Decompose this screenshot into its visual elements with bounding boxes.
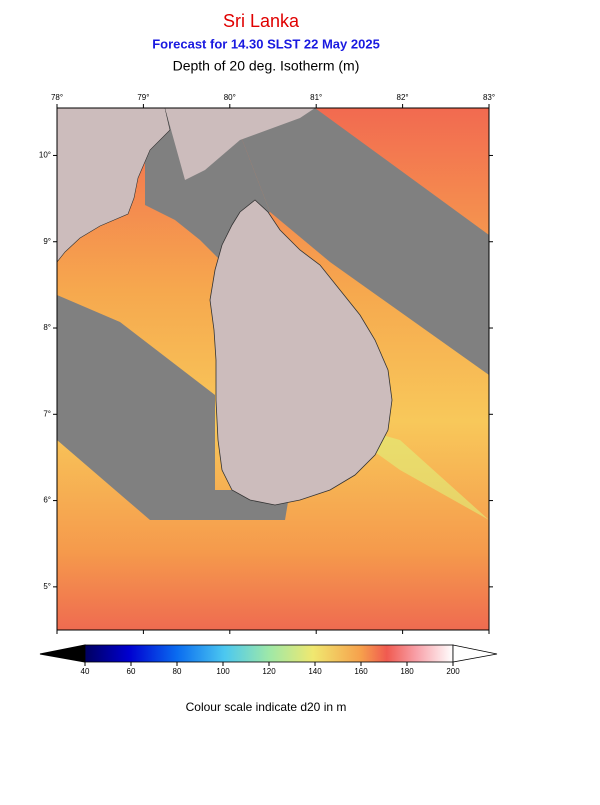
lat-label: 8° xyxy=(43,323,51,332)
colorbar-label: 180 xyxy=(400,667,414,676)
lon-label: 81° xyxy=(310,93,322,102)
colorbar-over xyxy=(452,644,498,663)
colorbar-label: 80 xyxy=(173,667,182,676)
colorbar-label: 200 xyxy=(446,667,460,676)
colorbar-under xyxy=(39,644,86,663)
colorbar-label: 60 xyxy=(127,667,136,676)
subtitle: Forecast for 14.30 SLST 22 May 2025 xyxy=(152,36,380,51)
no-data xyxy=(230,108,489,375)
colorbar-label: 160 xyxy=(354,667,368,676)
colorbar-label: 100 xyxy=(216,667,230,676)
colorbar-label: 40 xyxy=(81,667,90,676)
title: Sri Lanka xyxy=(223,11,300,31)
colorbar-label: 140 xyxy=(308,667,322,676)
lon-label: 80° xyxy=(224,93,236,102)
lon-label: 82° xyxy=(397,93,409,102)
colorbar xyxy=(84,644,454,663)
colorbar-caption: Colour scale indicate d20 in m xyxy=(186,700,347,714)
lon-label: 79° xyxy=(137,93,149,102)
axes: 78° 79° 80° 81° 82° 83° 5° 6° 7° 8° 9° 10° 40 60 80 100… xyxy=(39,93,495,676)
map-frame xyxy=(56,107,490,631)
lon-label: 78° xyxy=(51,93,63,102)
colorbar-label: 120 xyxy=(262,667,276,676)
no-data xyxy=(57,295,215,520)
lon-label: 83° xyxy=(483,93,495,102)
lat-label: 5° xyxy=(43,582,51,591)
variable-title: Depth of 20 deg. Isotherm (m) xyxy=(173,58,360,74)
land-india xyxy=(57,108,171,263)
lat-label: 10° xyxy=(39,151,51,160)
lat-label: 6° xyxy=(43,496,51,505)
lat-label: 9° xyxy=(43,237,51,246)
land-india xyxy=(165,108,315,180)
land-sri-lanka xyxy=(209,199,393,506)
map-area xyxy=(57,108,489,630)
lat-label: 7° xyxy=(43,409,51,418)
